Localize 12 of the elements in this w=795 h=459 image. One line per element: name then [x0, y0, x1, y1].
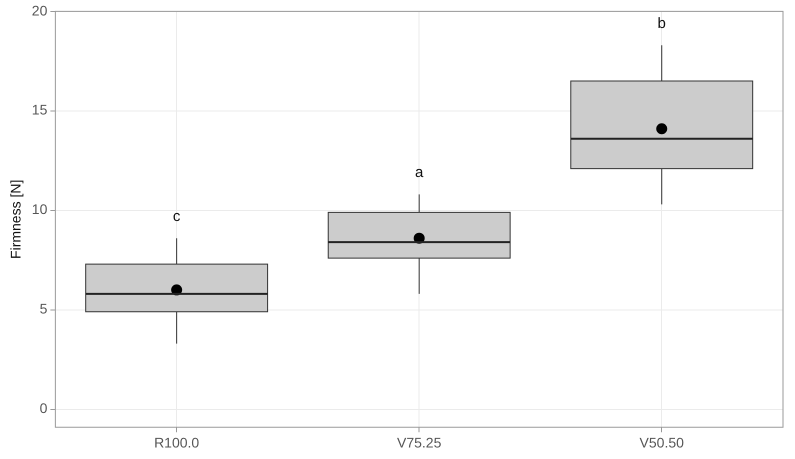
y-tick-label: 20 — [32, 2, 48, 18]
y-tick-label: 0 — [40, 400, 48, 416]
y-tick-label: 5 — [40, 300, 48, 317]
y-tick-label: 10 — [32, 201, 48, 218]
x-tick-label: V75.25 — [397, 434, 442, 450]
y-tick-label: 15 — [32, 102, 48, 118]
y-axis-title: Firmness [N] — [7, 180, 24, 259]
annotation: a — [415, 164, 424, 182]
annotation: b — [658, 14, 666, 32]
x-tick-label: R100.0 — [154, 434, 200, 450]
annotation: c — [172, 208, 181, 225]
x-tick-label: V50.50 — [640, 434, 684, 450]
